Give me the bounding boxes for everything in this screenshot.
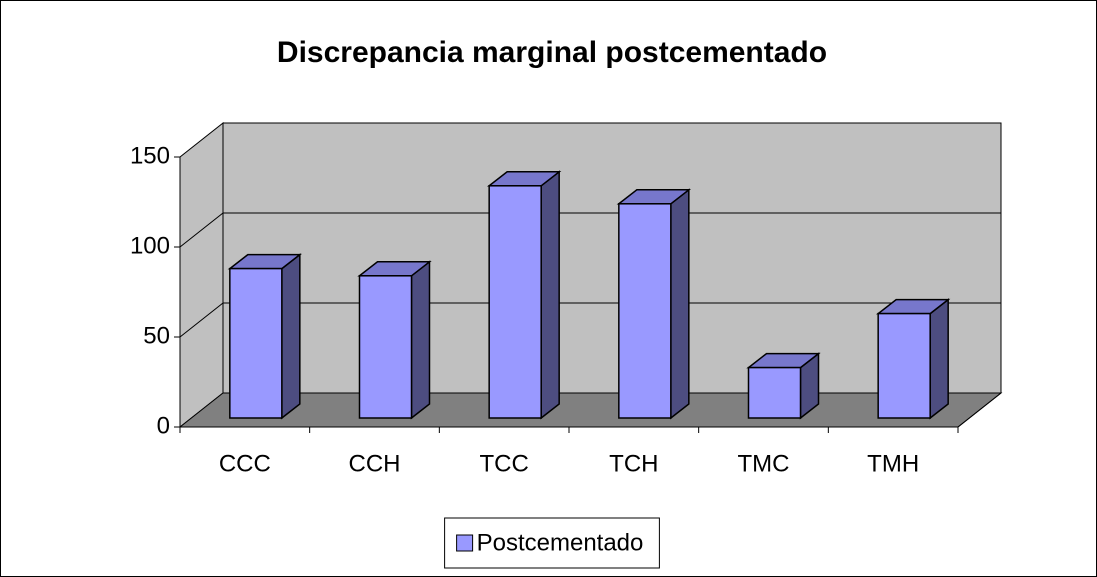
x-tick-label: TMH bbox=[867, 450, 919, 477]
x-tick-label: CCC bbox=[219, 450, 271, 477]
grid-line bbox=[179, 212, 1001, 248]
bar-front bbox=[358, 275, 413, 419]
bar-front bbox=[747, 366, 802, 419]
y-tick-label: 0 bbox=[157, 412, 170, 439]
x-tick-label: TCC bbox=[480, 450, 529, 477]
bar-side bbox=[670, 188, 690, 420]
legend-label: Postcementado bbox=[477, 529, 644, 556]
bar bbox=[357, 260, 432, 420]
bar-side bbox=[281, 253, 301, 420]
x-tick-label: TCH bbox=[609, 450, 658, 477]
bar-side bbox=[410, 260, 431, 420]
floor-edge bbox=[957, 392, 1002, 428]
side-wall bbox=[179, 121, 224, 429]
legend-box bbox=[444, 517, 660, 569]
back-wall bbox=[222, 122, 1002, 394]
bar-side bbox=[929, 298, 949, 420]
y-tick-label: 50 bbox=[143, 322, 170, 349]
bar-side bbox=[540, 170, 560, 420]
bar-front bbox=[229, 267, 283, 419]
x-tick-label: CCH bbox=[349, 450, 401, 477]
chart-title: Discrepancia marginal postcementado bbox=[277, 36, 827, 69]
x-tick-label: TMC bbox=[738, 450, 790, 477]
bar-front bbox=[618, 203, 672, 419]
legend-swatch bbox=[456, 534, 474, 552]
bar bbox=[875, 298, 951, 420]
bar bbox=[616, 188, 692, 420]
y-tick-label: 100 bbox=[130, 232, 170, 259]
grid-line bbox=[179, 302, 1001, 338]
bar bbox=[227, 253, 303, 420]
bar-front bbox=[488, 185, 542, 419]
bar bbox=[746, 352, 821, 420]
y-tick-label: 150 bbox=[130, 142, 170, 169]
legend: Postcementado bbox=[444, 517, 660, 569]
bar bbox=[486, 170, 562, 420]
bar-front bbox=[877, 312, 931, 419]
